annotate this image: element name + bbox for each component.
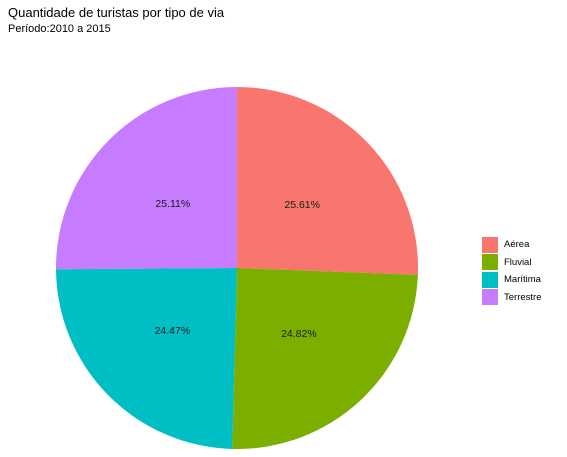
- legend-swatch-1: [482, 254, 498, 271]
- pie-slice-0: [237, 87, 419, 275]
- legend-label-0: Aérea: [504, 239, 530, 251]
- legend-swatch-2: [482, 271, 498, 288]
- pie-slice-2: [56, 268, 237, 449]
- legend-item-1: Fluvial: [482, 254, 541, 272]
- legend-item-2: Marítima: [482, 271, 541, 289]
- legend-label-3: Terrestre: [504, 291, 542, 303]
- legend-item-3: Terrestre: [482, 289, 541, 307]
- legend-item-0: Aérea: [482, 236, 541, 254]
- chart-subtitle: Período:2010 a 2015: [8, 23, 111, 35]
- legend-swatch-3: [482, 289, 498, 306]
- legend: Aérea Fluvial Marítima Terrestre: [482, 236, 541, 306]
- legend-label-2: Marítima: [504, 274, 541, 286]
- legend-swatch-0: [482, 236, 498, 253]
- pie-slice-3: [55, 87, 238, 270]
- legend-label-1: Fluvial: [504, 256, 532, 268]
- slice-label-3: 25.11%: [155, 198, 190, 210]
- chart-title: Quantidade de turistas por tipo de via: [8, 5, 225, 20]
- slice-label-2: 24.47%: [155, 325, 191, 337]
- pie-slice-1: [232, 268, 418, 450]
- slice-label-0: 25.61%: [284, 199, 320, 211]
- slice-label-1: 24.82%: [281, 328, 317, 340]
